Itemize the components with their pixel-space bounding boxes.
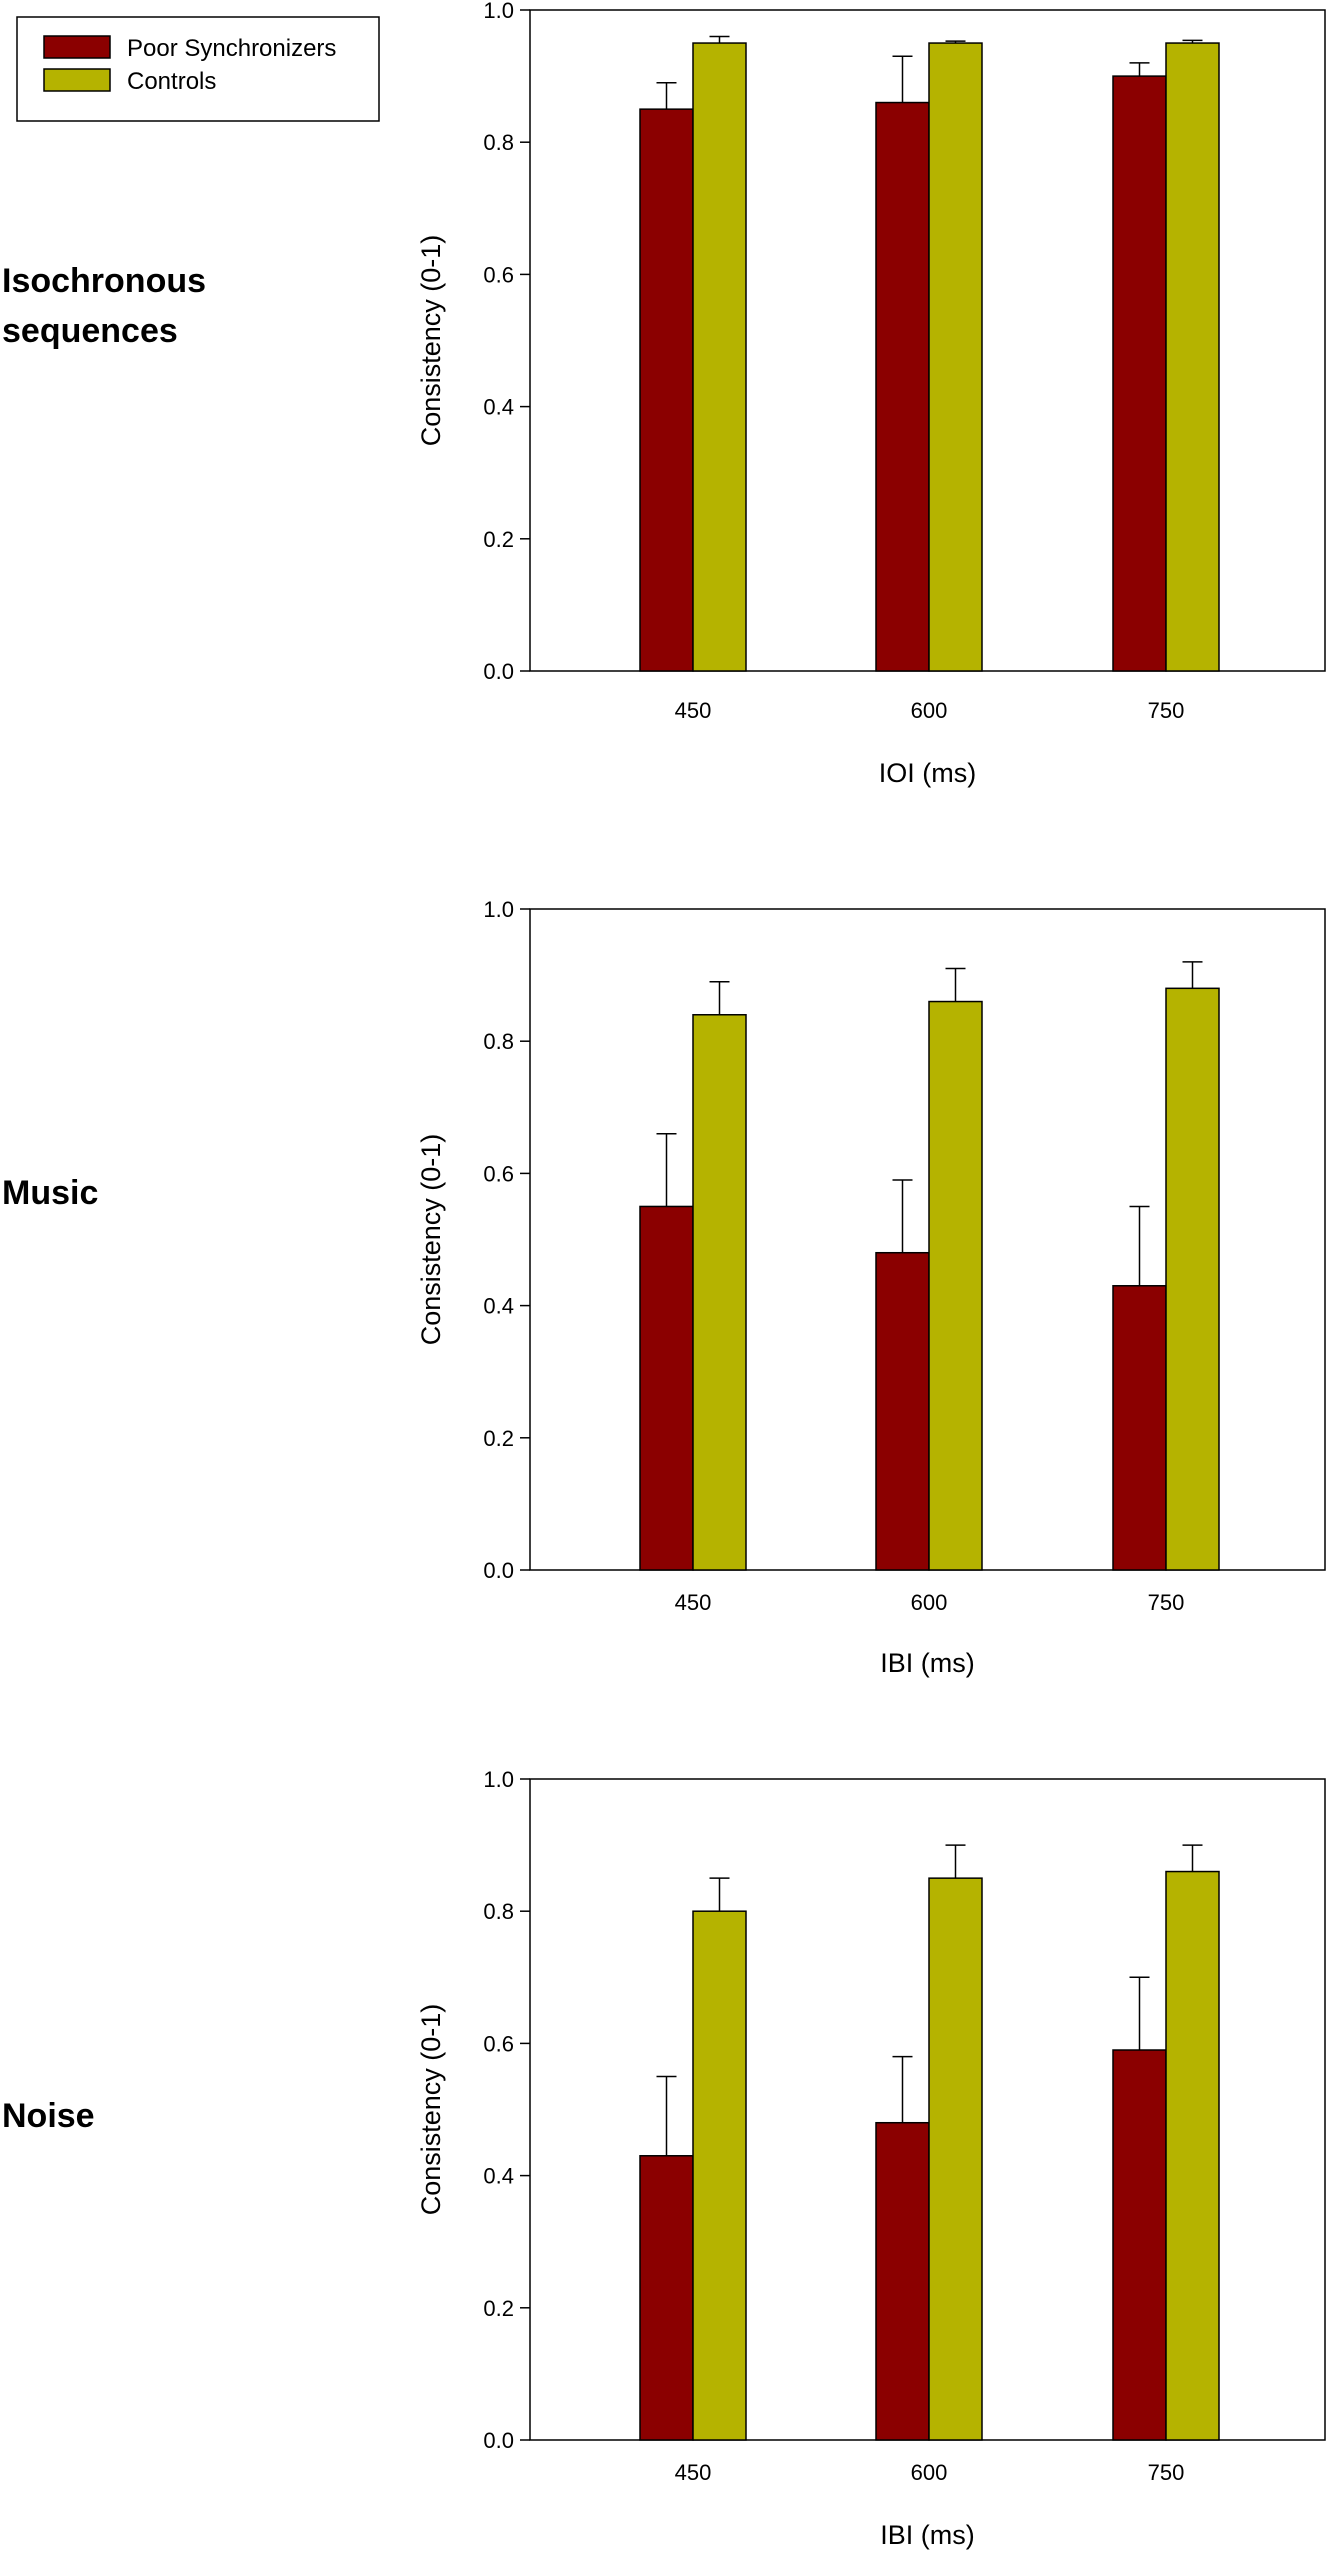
bar bbox=[928, 1877, 983, 2441]
bar bbox=[1165, 987, 1220, 1571]
y-tick-label: 1.0 bbox=[483, 0, 514, 23]
bar bbox=[692, 42, 747, 672]
row-label: Noise bbox=[2, 2097, 95, 2135]
y-tick-label: 0.4 bbox=[483, 395, 514, 420]
bar bbox=[639, 108, 694, 672]
y-tick-label: 0.4 bbox=[483, 1294, 514, 1319]
legend-label: Poor Synchronizers bbox=[127, 35, 336, 62]
legend-swatch bbox=[43, 35, 111, 59]
y-tick-label: 0.6 bbox=[483, 2031, 514, 2056]
y-axis-label: Consistency (0-1) bbox=[416, 2004, 446, 2216]
bar bbox=[928, 1000, 983, 1571]
row-label: Isochronous bbox=[2, 262, 206, 300]
y-tick-label: 0.2 bbox=[483, 2296, 514, 2321]
y-tick-label: 0.6 bbox=[483, 262, 514, 287]
x-tick-label: 600 bbox=[911, 1590, 948, 1615]
bar bbox=[639, 1205, 694, 1571]
bar bbox=[928, 42, 983, 672]
x-tick-label: 750 bbox=[1148, 2460, 1185, 2485]
y-axis-label: Consistency (0-1) bbox=[416, 235, 446, 447]
x-tick-label: 450 bbox=[675, 698, 712, 723]
y-tick-label: 0.8 bbox=[483, 130, 514, 155]
legend-label: Controls bbox=[127, 68, 216, 95]
y-tick-label: 0.0 bbox=[483, 2428, 514, 2453]
bar bbox=[1112, 2049, 1167, 2441]
bar bbox=[875, 2121, 930, 2441]
bar bbox=[875, 101, 930, 672]
x-axis-label: IBI (ms) bbox=[880, 2520, 975, 2550]
x-tick-label: 450 bbox=[675, 1590, 712, 1615]
y-tick-label: 0.8 bbox=[483, 1029, 514, 1054]
bar bbox=[692, 1014, 747, 1571]
x-axis-label: IOI (ms) bbox=[879, 758, 976, 788]
x-tick-label: 600 bbox=[911, 2460, 948, 2485]
legend-swatch bbox=[43, 68, 111, 92]
row-label: Music bbox=[2, 1174, 98, 1212]
y-tick-label: 0.4 bbox=[483, 2164, 514, 2189]
y-tick-label: 0.8 bbox=[483, 1899, 514, 1924]
row-label: sequences bbox=[2, 312, 178, 350]
bar bbox=[1112, 1285, 1167, 1571]
x-tick-label: 600 bbox=[911, 698, 948, 723]
y-tick-label: 0.2 bbox=[483, 1426, 514, 1451]
bar bbox=[1165, 1870, 1220, 2441]
x-axis-label: IBI (ms) bbox=[880, 1648, 975, 1678]
bar bbox=[639, 2155, 694, 2441]
x-tick-label: 750 bbox=[1148, 698, 1185, 723]
x-tick-label: 450 bbox=[675, 2460, 712, 2485]
x-tick-label: 750 bbox=[1148, 1590, 1185, 1615]
bar bbox=[1165, 42, 1220, 672]
y-tick-label: 0.2 bbox=[483, 527, 514, 552]
y-tick-label: 0.0 bbox=[483, 1558, 514, 1583]
bar bbox=[1112, 75, 1167, 672]
bar bbox=[692, 1910, 747, 2441]
y-tick-label: 1.0 bbox=[483, 1767, 514, 1792]
y-axis-label: Consistency (0-1) bbox=[416, 1134, 446, 1346]
bar bbox=[875, 1251, 930, 1571]
y-tick-label: 1.0 bbox=[483, 897, 514, 922]
y-tick-label: 0.6 bbox=[483, 1161, 514, 1186]
y-tick-label: 0.0 bbox=[483, 659, 514, 684]
